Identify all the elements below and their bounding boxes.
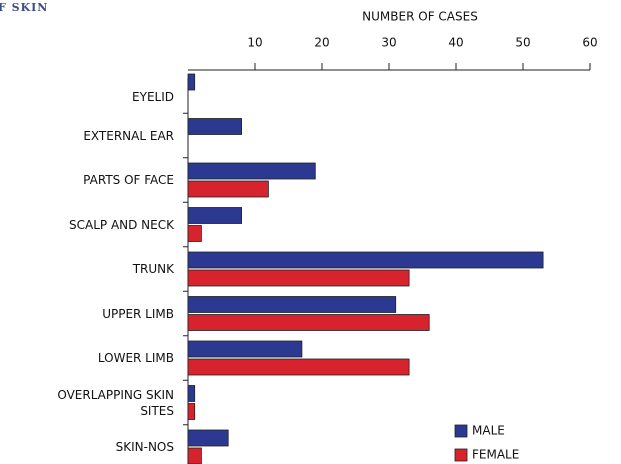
axis-title: NUMBER OF CASES — [362, 10, 478, 24]
bar — [187, 403, 196, 420]
legend-label: FEMALE — [472, 448, 519, 462]
chart-title: F SKIN — [0, 1, 48, 14]
bar — [187, 447, 202, 464]
bar — [187, 225, 202, 242]
bar — [187, 251, 544, 269]
legend-swatch — [454, 448, 468, 462]
bar — [187, 180, 269, 198]
legend-swatch — [454, 424, 468, 438]
bar — [187, 269, 410, 287]
legend-label: MALE — [472, 424, 505, 438]
category-label: PARTS OF FACE — [83, 173, 174, 187]
bar — [187, 207, 242, 224]
x-tick-label: 50 — [515, 36, 530, 50]
bar — [187, 358, 410, 376]
bar — [187, 314, 430, 331]
category-label: UPPER LIMB — [102, 306, 174, 321]
x-tick-label: 10 — [247, 36, 262, 50]
x-tick-label: 40 — [448, 36, 463, 50]
bar — [187, 118, 242, 135]
category-label: OVERLAPPING SKIN SITES — [57, 387, 174, 418]
category-label: SKIN-NOS — [115, 440, 174, 454]
bar — [187, 429, 229, 447]
category-label: SCALP AND NECK — [69, 217, 174, 232]
x-tick-label: 30 — [381, 36, 396, 50]
bar — [187, 340, 303, 358]
x-tick-label: 60 — [582, 36, 597, 50]
bar — [187, 296, 397, 313]
bar — [187, 162, 316, 180]
x-tick-label: 20 — [314, 36, 329, 50]
category-label: TRUNK — [132, 262, 174, 276]
category-label: EXTERNAL EAR — [83, 128, 174, 143]
bar — [187, 385, 196, 402]
category-label: LOWER LIMB — [97, 351, 174, 365]
category-label: EYELID — [132, 90, 174, 104]
bar — [187, 73, 196, 91]
